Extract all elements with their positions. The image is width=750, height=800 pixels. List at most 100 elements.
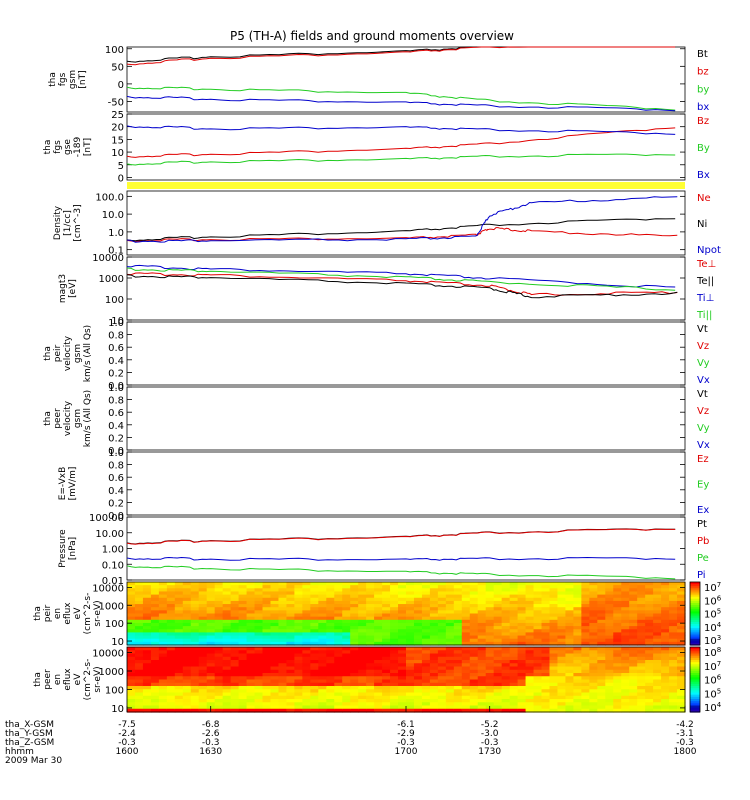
heatmap-cell — [390, 616, 399, 621]
heatmap-cell — [501, 607, 511, 611]
heatmap-cell — [150, 600, 160, 605]
heatmap-cell — [637, 666, 646, 671]
legend-label: Vz — [697, 341, 709, 352]
colorbar-exponent: 6 — [717, 674, 722, 682]
heatmap-cell — [406, 622, 415, 627]
heatmap-cell — [485, 689, 495, 694]
heatmap-cell — [573, 604, 582, 608]
heatmap-cell — [278, 660, 288, 664]
y-axis-label: Density — [53, 205, 63, 240]
heatmap-cell — [533, 647, 543, 651]
heatmap-cell — [605, 686, 614, 690]
heatmap-cell — [310, 708, 319, 713]
heatmap-cell — [406, 682, 415, 687]
heatmap-cell — [477, 629, 487, 633]
heatmap-cell — [541, 622, 551, 627]
heatmap-cell — [238, 692, 248, 697]
colorbar-cell — [690, 630, 700, 633]
heatmap-cell — [326, 647, 335, 651]
heatmap-cell — [222, 673, 232, 677]
heatmap-cell — [134, 629, 144, 633]
heatmap-cell — [230, 676, 240, 681]
heatmap-cell — [653, 594, 662, 599]
heatmap-cell — [661, 689, 670, 694]
heatmap-cell — [421, 650, 431, 655]
heatmap-cell — [629, 692, 638, 697]
heatmap-cell — [342, 692, 351, 697]
heatmap-cell — [398, 635, 407, 640]
colorbar-cell — [690, 609, 700, 612]
heatmap-cell — [525, 641, 535, 646]
heatmap-cell — [629, 597, 638, 602]
heatmap-cell — [254, 607, 264, 611]
heatmap-cell — [525, 650, 535, 655]
heatmap-cell — [326, 594, 335, 599]
heatmap-cell — [629, 705, 638, 710]
heatmap-cell — [158, 708, 168, 713]
heatmap-cell — [334, 641, 343, 646]
heatmap-cell — [613, 699, 622, 703]
heatmap-cell — [613, 613, 622, 618]
heatmap-cell — [278, 632, 288, 637]
legend-label: Vt — [697, 324, 708, 335]
heatmap-cell — [565, 629, 574, 633]
heatmap-cell — [469, 616, 479, 621]
heatmap-cell — [493, 695, 503, 700]
heatmap-cell — [549, 597, 559, 602]
heatmap-cell — [406, 635, 415, 640]
heatmap-cell — [597, 666, 606, 671]
heatmap-cell — [661, 632, 670, 637]
heatmap-cell — [166, 676, 176, 681]
heatmap-cell — [669, 656, 678, 661]
heatmap-cell — [214, 666, 224, 671]
heatmap-cell — [541, 597, 551, 602]
heatmap-cell — [637, 588, 646, 593]
heatmap-cell — [533, 635, 543, 640]
heatmap-cell — [406, 616, 415, 621]
heatmap-cell — [413, 705, 423, 710]
heatmap-cell — [222, 629, 232, 633]
heatmap-cell — [645, 647, 654, 651]
heatmap-cell — [238, 641, 248, 646]
heatmap-cell — [358, 686, 367, 690]
heatmap-cell — [174, 686, 184, 690]
heatmap-cell — [629, 632, 638, 637]
heatmap-cell — [493, 682, 503, 687]
legend-label: Vz — [697, 406, 709, 417]
heatmap-cell — [469, 610, 479, 615]
heatmap-cell — [469, 591, 479, 596]
heatmap-cell — [637, 604, 646, 608]
heatmap-cell — [270, 613, 280, 618]
heatmap-cell — [390, 607, 399, 611]
heatmap-cell — [398, 689, 407, 694]
y-axis-label: fgs — [58, 72, 68, 86]
heatmap-cell — [597, 647, 606, 651]
colorbar-cell — [690, 642, 700, 646]
heatmap-cell — [437, 679, 447, 684]
heatmap-cell — [166, 695, 176, 700]
heatmap-cell — [286, 635, 295, 640]
heatmap-cell — [238, 682, 248, 687]
heatmap-cell — [469, 663, 479, 668]
heatmap-cell — [605, 591, 614, 596]
heatmap-cell — [661, 616, 670, 621]
heatmap-cell — [127, 616, 136, 621]
heatmap-cell — [350, 600, 359, 605]
heatmap-cell — [629, 676, 638, 681]
heatmap-cell — [437, 632, 447, 637]
heatmap-cell — [326, 619, 335, 624]
heatmap-cell — [429, 632, 439, 637]
heatmap-cell — [573, 585, 582, 589]
heatmap-cell — [557, 673, 567, 677]
heatmap-cell — [310, 626, 319, 630]
heatmap-cell — [413, 708, 423, 713]
heatmap-cell — [669, 663, 678, 668]
heatmap-cell — [334, 653, 343, 658]
heatmap-cell — [398, 610, 407, 615]
heatmap-cell — [645, 679, 654, 684]
heatmap-cell — [206, 632, 216, 637]
heatmap-cell — [318, 594, 327, 599]
heatmap-cell — [190, 689, 200, 694]
heatmap-cell — [238, 669, 248, 674]
